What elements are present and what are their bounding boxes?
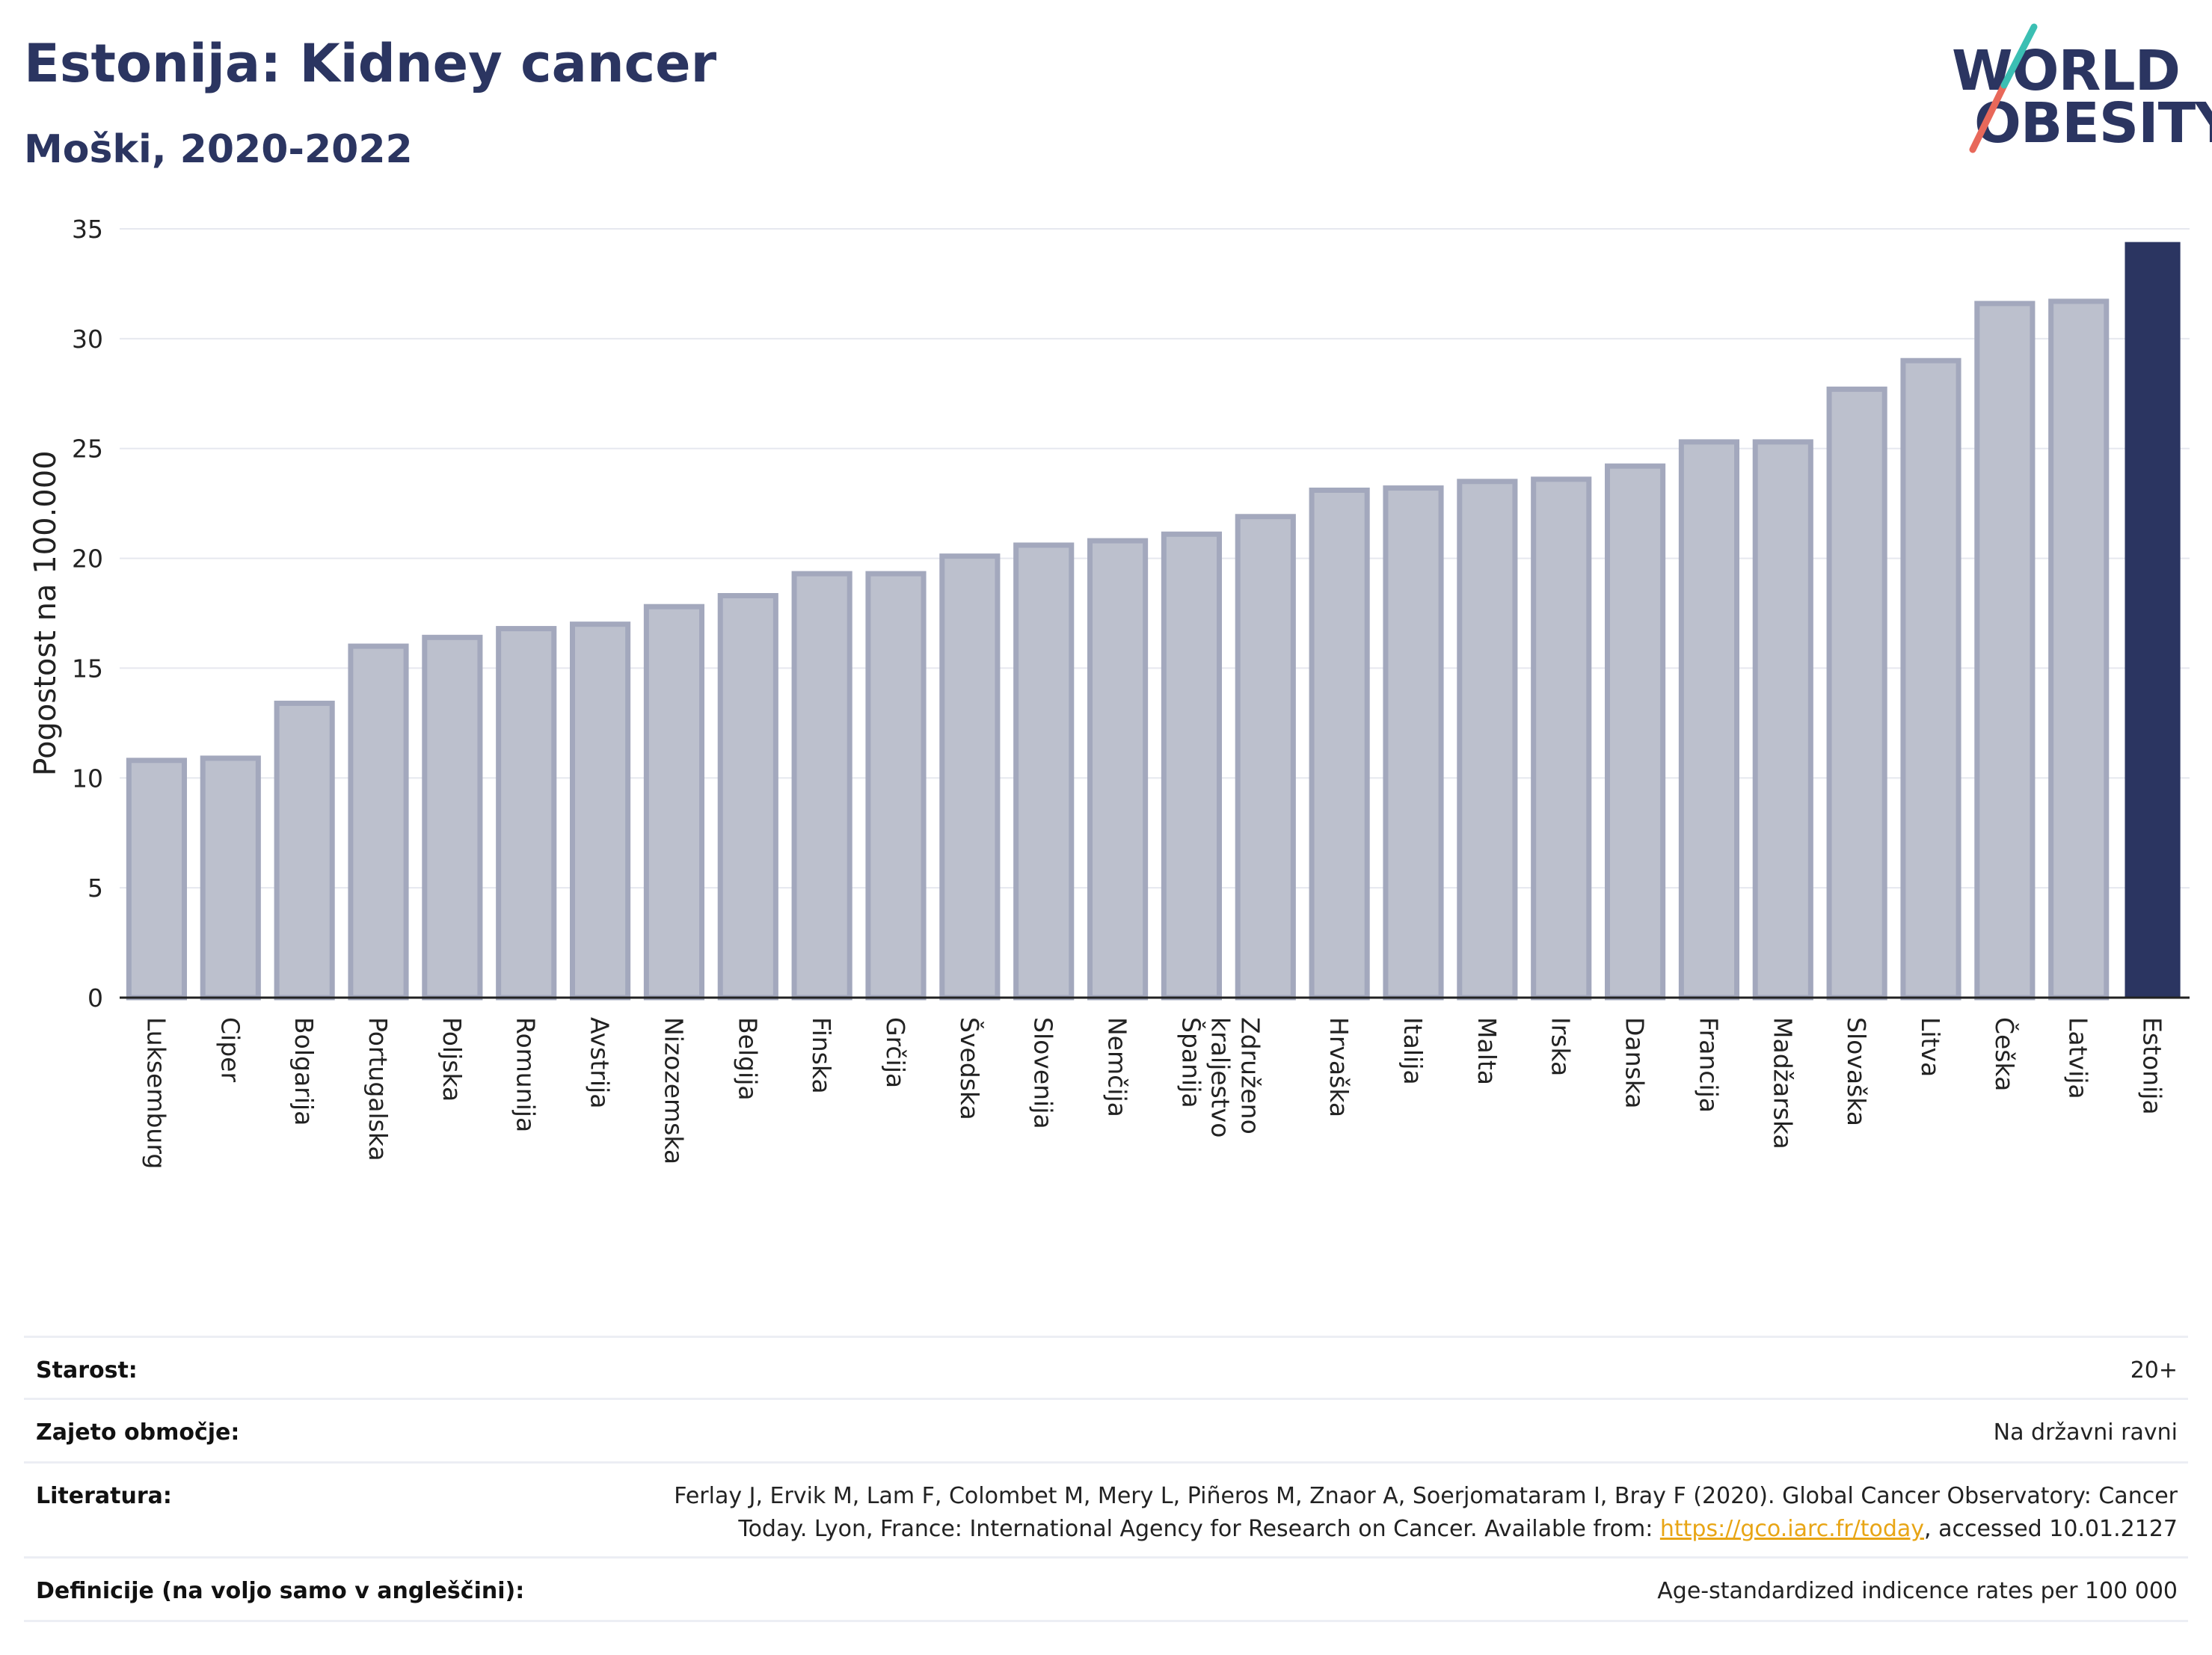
bar-estonija (2125, 242, 2181, 998)
definitions-label: Definicije (na voljo samo v angleščini): (36, 1578, 525, 1604)
bar-francija (1678, 439, 1740, 1001)
info-row-definitions: Definicije (na voljo samo v angleščini):… (24, 1556, 2188, 1622)
logo-slash-icon (1969, 23, 2038, 153)
bar-združeno-kraljestvo (1235, 514, 1296, 1001)
bar-irska (1531, 476, 1592, 1001)
literature-label: Literatura: (36, 1483, 172, 1509)
literature-line-1: Ferlay J, Ervik M, Lam F, Colombet M, Me… (674, 1483, 2178, 1509)
x-tick-label: Portugalska (363, 1017, 393, 1161)
literature-text: Today. Lyon, France: International Agenc… (738, 1516, 1660, 1542)
info-table: Starost: 20+ Zajeto območje: Na državni … (24, 1336, 2188, 1622)
coverage-value: Na državni ravni (1993, 1419, 2178, 1446)
bar-belgija (717, 593, 778, 1001)
bar-slovaška (1826, 386, 1887, 1001)
x-tick-label: Nizozemska (659, 1017, 688, 1164)
bar-litva (1900, 357, 1961, 1001)
x-tick-label: Ciper (215, 1017, 245, 1082)
bar-romunija (496, 626, 557, 1001)
y-tick-label: 35 (72, 215, 103, 244)
bars (126, 242, 2181, 1001)
y-tick-label: 30 (72, 325, 103, 354)
x-tick-label: Poljska (437, 1017, 467, 1102)
age-value: 20+ (2130, 1357, 2178, 1384)
x-tick-label: Litva (1916, 1017, 1945, 1077)
bar-češka (1974, 301, 2036, 1001)
x-tick-label: Združenokraljestvo (1205, 1017, 1265, 1137)
x-tick-label: Madžarska (1768, 1017, 1797, 1149)
y-tick-label: 0 (87, 983, 103, 1013)
x-tick-label: Bolgarija (289, 1017, 319, 1126)
x-tick-label: Irska (1546, 1017, 1576, 1076)
axes: 0 5 10 15 20 25 30 35 (72, 215, 2190, 1013)
bar-madžarska (1752, 439, 1813, 1001)
x-tick-label: Španija (1176, 1017, 1206, 1108)
logo-line-1: WORLD (1952, 39, 2181, 103)
gco-link[interactable]: https://gco.iarc.fr/today (1659, 1516, 1925, 1542)
y-axis-title: Pogostost na 100.000 (28, 450, 63, 776)
bar-latvija (2048, 298, 2110, 1001)
x-tick-label: Avstrija (586, 1017, 615, 1108)
x-tick-label: Švedska (955, 1017, 985, 1120)
x-tick-label: Luksemburg (141, 1017, 170, 1169)
info-row-literature: Literatura: Ferlay J, Ervik M, Lam F, Co… (24, 1461, 2188, 1556)
bar-ciper (200, 755, 261, 1001)
y-tick-label: 10 (72, 764, 103, 793)
bar-grčija (865, 571, 927, 1001)
bar-danska (1605, 463, 1666, 1001)
age-label: Starost: (36, 1357, 138, 1384)
info-row-coverage: Zajeto območje: Na državni ravni (24, 1398, 2188, 1461)
bar-italija (1383, 485, 1444, 1001)
literature-accessed: , accessed 10.01.2127 (1924, 1516, 2178, 1542)
y-tick-label: 15 (72, 654, 103, 683)
x-tick-label: Francija (1694, 1017, 1723, 1113)
bar-poljska (422, 634, 483, 1001)
definitions-value: Age-standardized indicence rates per 100… (1657, 1578, 2178, 1604)
coverage-label: Zajeto območje: (36, 1419, 240, 1446)
x-tick-label: Slovaška (1842, 1017, 1871, 1126)
bar-nemčija (1087, 538, 1149, 1001)
bar-finska (791, 571, 852, 1001)
y-tick-label: 20 (72, 544, 103, 574)
bar-hrvaška (1309, 488, 1370, 1001)
literature-line-2: Today. Lyon, France: International Agenc… (738, 1516, 2178, 1542)
x-tick-label: Slovenija (1029, 1017, 1058, 1129)
bar-luksemburg (126, 758, 188, 1001)
x-tick-label: Grčija (881, 1017, 910, 1088)
world-obesity-logo: WORLD OBESITY (1952, 21, 2212, 156)
bar-slovenija (1013, 542, 1075, 1001)
bar-chart: 0 5 10 15 20 25 30 35 Luksemburg Ciper Bolgarija P… (28, 215, 2190, 1169)
info-row-age: Starost: 20+ (24, 1336, 2188, 1398)
bar-nizozemska (643, 604, 704, 1001)
category-labels: Luksemburg Ciper Bolgarija Portugalska Poljs… (141, 1017, 2166, 1169)
x-tick-label: Češka (1990, 1017, 2020, 1091)
chart-subtitle: Moški, 2020-2022 (24, 127, 413, 172)
x-tick-label: Estonija (2138, 1017, 2167, 1115)
x-tick-label: Nemčija (1103, 1017, 1132, 1117)
bar-avstrija (570, 621, 631, 1001)
y-tick-label: 25 (72, 435, 103, 464)
bar-portugalska (348, 643, 409, 1001)
x-tick-label: Danska (1620, 1017, 1650, 1109)
x-tick-label: Romunija (511, 1017, 541, 1132)
bar-švedska (939, 553, 1001, 1001)
x-tick-label: Italija (1398, 1017, 1428, 1085)
x-tick-label: Malta (1472, 1017, 1502, 1085)
chart-title: Estonija: Kidney cancer (24, 33, 717, 94)
y-tick-label: 5 (87, 873, 103, 903)
logo-line-2: OBESITY (1974, 91, 2212, 156)
x-tick-label: Belgija (733, 1017, 762, 1101)
x-tick-label: Finska (807, 1017, 836, 1094)
bar-bolgarija (274, 700, 335, 1001)
x-tick-label: Latvija (2064, 1017, 2093, 1099)
x-tick-label: Hrvaška (1324, 1017, 1354, 1117)
bar-malta (1457, 479, 1518, 1001)
bar-španija (1161, 531, 1223, 1001)
